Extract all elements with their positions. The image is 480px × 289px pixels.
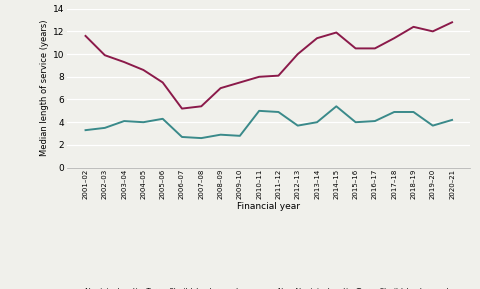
X-axis label: Financial year: Financial year (237, 202, 300, 211)
Y-axis label: Median length of service (years): Median length of service (years) (40, 20, 49, 156)
Legend: Aboriginal and/or Torres Strait Islander employees, Non-Aboriginal and/or Torres: Aboriginal and/or Torres Strait Islander… (66, 286, 472, 289)
